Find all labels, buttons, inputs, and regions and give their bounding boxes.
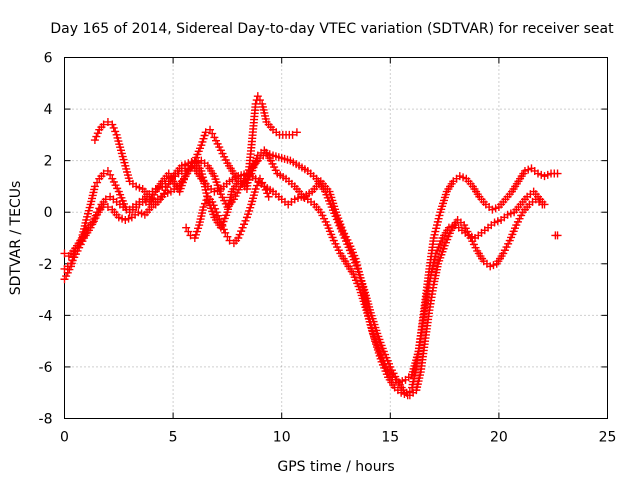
data-point — [99, 169, 108, 178]
data-point — [263, 189, 272, 198]
series-track-d — [90, 92, 301, 209]
data-point — [215, 215, 224, 224]
x-tick-label: 25 — [599, 430, 617, 446]
plot-frame — [64, 57, 608, 419]
data-point — [199, 203, 208, 212]
data-point — [288, 130, 297, 139]
data-point — [99, 120, 108, 129]
series-track-f — [551, 231, 562, 240]
chart-title: Day 165 of 2014, Sidereal Day-to-day VTE… — [50, 21, 614, 37]
data-point — [99, 200, 108, 209]
data-point — [261, 185, 270, 194]
data-point — [218, 221, 227, 230]
data-point — [253, 181, 262, 190]
y-tick-label: 2 — [44, 154, 53, 170]
data-point — [92, 132, 101, 141]
data-point — [216, 218, 225, 227]
y-tick-label: -8 — [39, 412, 53, 428]
data-point — [103, 203, 112, 212]
data-point — [238, 223, 247, 232]
data-point — [234, 234, 243, 242]
data-point — [201, 128, 210, 137]
series-track-b — [60, 161, 549, 387]
data-point — [237, 227, 246, 236]
data-point — [109, 123, 118, 132]
data-point — [553, 231, 562, 240]
data-point — [292, 128, 301, 137]
x-tick-label: 15 — [381, 430, 399, 446]
data-point — [211, 204, 220, 213]
data-point — [219, 225, 228, 234]
x-tick-label: 5 — [169, 430, 178, 446]
data-point — [212, 208, 221, 217]
data-point — [209, 201, 218, 210]
y-tick-label: 4 — [44, 102, 53, 118]
data-point — [240, 220, 249, 229]
data-point — [208, 197, 217, 206]
y-tick-label: -6 — [39, 360, 53, 376]
data-point — [264, 192, 273, 201]
data-point — [260, 182, 269, 191]
x-axis-label: GPS time / hours — [277, 459, 394, 475]
x-tick-label: 10 — [273, 430, 291, 446]
data-point — [251, 185, 260, 194]
y-axis-label: SDTVAR / TECUs — [8, 181, 24, 296]
y-tick-label: -2 — [39, 257, 53, 273]
data-point — [202, 196, 211, 205]
tick-labels: 0 5 10 15 20 25 -8 -6 -4 -2 0 2 4 6 — [39, 51, 617, 446]
data-point — [93, 129, 102, 138]
data-point — [101, 195, 110, 204]
y-tick-label: 6 — [44, 51, 53, 67]
data-point — [235, 230, 244, 239]
x-tick-label: 0 — [60, 430, 69, 446]
data-point — [90, 136, 99, 145]
y-tick-label: 0 — [44, 205, 53, 221]
data-point — [111, 127, 120, 136]
data-point — [538, 200, 547, 209]
x-tick-label: 20 — [490, 430, 508, 446]
y-tick-label: -4 — [39, 308, 53, 324]
data-point — [108, 120, 117, 129]
data-point — [213, 211, 222, 220]
data-point — [103, 117, 112, 126]
data-point — [553, 169, 562, 178]
data-points — [60, 92, 562, 400]
data-point — [241, 216, 250, 225]
data-point — [200, 199, 209, 208]
series-track-e — [182, 174, 273, 248]
